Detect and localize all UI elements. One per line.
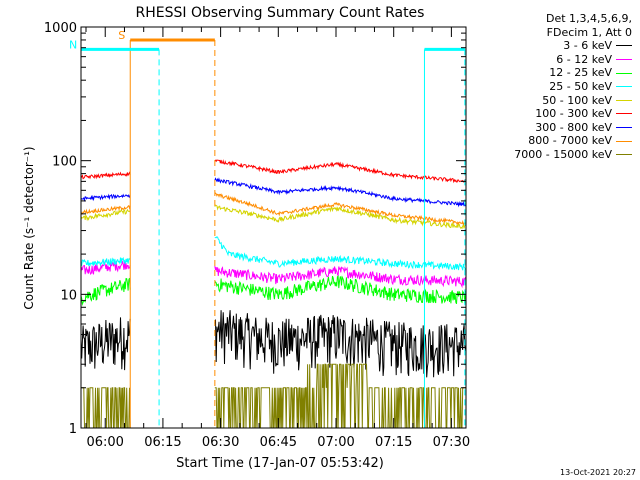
series-trace-8-0: [81, 387, 131, 429]
series-100-300kev: [80, 159, 466, 184]
plot-frame: [80, 26, 467, 429]
legend-entry: 100 - 300 keV: [514, 107, 632, 121]
legend-label: 300 - 800 keV: [535, 120, 612, 134]
legend-swatch: [616, 127, 632, 129]
x-tick-label: 07:15: [375, 435, 412, 450]
legend-label: 7000 - 15000 keV: [514, 147, 612, 161]
series-800-7000kev: [80, 192, 466, 226]
legend-entry: 50 - 100 keV: [514, 94, 632, 108]
series-6-12kev: [80, 259, 466, 289]
legend-label: 6 - 12 keV: [556, 52, 612, 66]
y-tick-label: 1: [69, 422, 77, 437]
chart-title: RHESSI Observing Summary Count Rates: [136, 5, 425, 21]
legend-swatch: [616, 154, 632, 156]
series-trace-3-1: [214, 236, 466, 271]
series-25-50kev: [80, 236, 466, 271]
y-tick-label: 10: [60, 288, 77, 303]
x-axis-label: Start Time (17-Jan-07 05:53:42): [176, 456, 384, 471]
series-trace-4-1: [214, 204, 466, 230]
series-trace-2-0: [80, 277, 131, 306]
legend-header-line-2: FDecim 1, Att 0: [546, 25, 632, 39]
legend-label: 25 - 50 keV: [549, 79, 612, 93]
legend-entry: 3 - 6 keV: [514, 39, 632, 53]
series-trace-7-1: [214, 192, 466, 226]
annotation-label: N: [69, 38, 77, 51]
series-3-6kev: [80, 310, 466, 378]
legend-entry: 25 - 50 keV: [514, 80, 632, 94]
annotation-saa-0: S: [118, 29, 216, 428]
legend-label: 12 - 25 keV: [549, 66, 612, 80]
legend-header-line-1: Det 1,3,4,5,6,9,: [545, 12, 632, 25]
series-trace-0-0: [80, 317, 131, 371]
legend-label: 50 - 100 keV: [542, 93, 612, 107]
legend-label: 800 - 7000 keV: [528, 134, 612, 148]
legend-swatch: [616, 99, 632, 101]
legend: Det 1,3,4,5,6,9, FDecim 1, Att 0 3 - 6 k…: [514, 12, 632, 162]
x-tick-label: 06:15: [144, 435, 181, 450]
series-trace-6-1: [214, 177, 466, 208]
annotation-night-2: [423, 47, 466, 428]
series-trace-7-0: [80, 204, 131, 215]
x-tick-label: 07:00: [317, 435, 354, 450]
y-tick-label: 100: [52, 155, 77, 170]
y-tick-label: 1000: [44, 21, 77, 36]
legend-swatch: [616, 72, 632, 74]
series-50-100kev: [80, 204, 466, 230]
series-trace-5-1: [214, 159, 466, 184]
legend-swatch: [616, 45, 632, 47]
series-12-25kev: [80, 274, 466, 306]
series-trace-0-1: [214, 310, 466, 378]
x-tick-label: 06:45: [260, 435, 297, 450]
series-trace-4-0: [80, 208, 131, 222]
legend-entries: 3 - 6 keV 6 - 12 keV 12 - 25 keV 25 - 50 ke…: [514, 39, 632, 161]
series-trace-6-0: [80, 193, 131, 203]
legend-swatch: [616, 86, 632, 88]
axes-layer: 1 10 100 1000 06:00 06:15 06:30 06:45 07:00 07:15…: [44, 21, 470, 450]
annotation-label: S: [118, 29, 125, 42]
series-300-800kev: [80, 177, 466, 208]
legend-label: 100 - 300 keV: [535, 107, 612, 121]
x-tick-label: 07:30: [433, 435, 470, 450]
series-trace-1-0: [80, 259, 131, 276]
series-trace-1-1: [214, 265, 466, 289]
legend-label: 3 - 6 keV: [563, 39, 612, 53]
legend-entry: 6 - 12 keV: [514, 53, 632, 67]
legend-swatch: [616, 113, 632, 115]
x-tick-label: 06:30: [202, 435, 239, 450]
y-axis-label: Count Rate (s⁻¹ detector⁻¹): [22, 146, 36, 309]
legend-entry: 800 - 7000 keV: [514, 134, 632, 148]
series-trace-5-0: [80, 171, 131, 180]
legend-entry: 12 - 25 keV: [514, 66, 632, 80]
series-7000-15000kev: [81, 363, 466, 429]
series-trace-8-1: [214, 363, 466, 429]
footer-timestamp: 13-Oct-2021 20:27: [560, 468, 636, 477]
legend-entry: 7000 - 15000 keV: [514, 148, 632, 162]
series-trace-3-0: [80, 256, 131, 268]
legend-swatch: [616, 59, 632, 61]
data-layer: SN: [69, 29, 466, 429]
legend-swatch: [616, 140, 632, 142]
legend-entry: 300 - 800 keV: [514, 121, 632, 135]
x-tick-label: 06:00: [86, 435, 123, 450]
series-trace-2-1: [214, 274, 466, 305]
